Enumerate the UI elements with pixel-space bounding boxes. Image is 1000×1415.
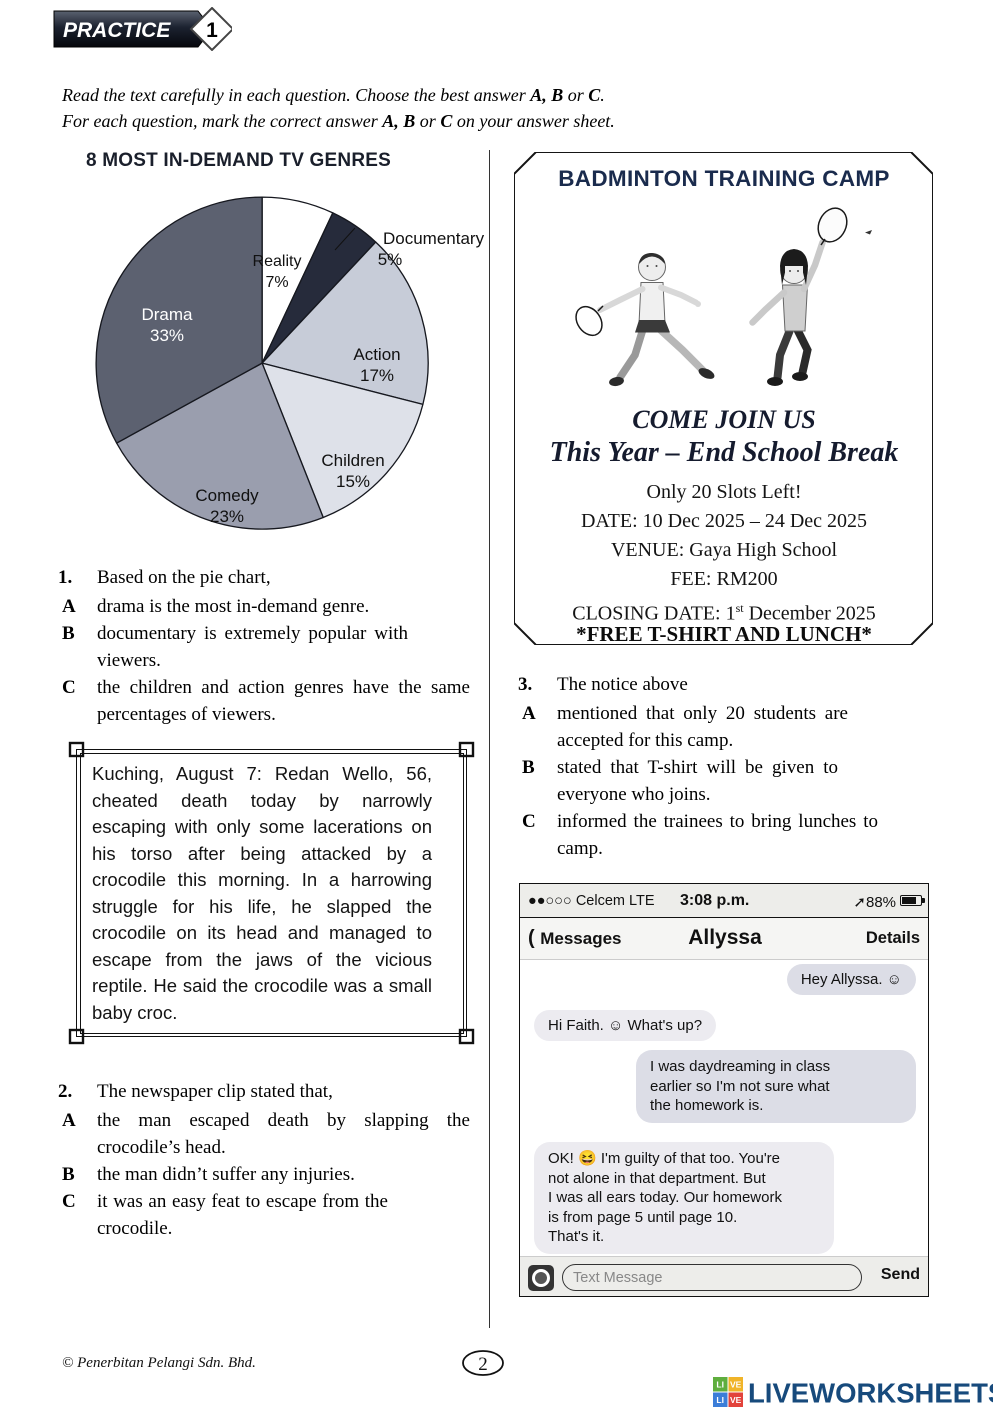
svg-text:23%: 23% [210,507,244,526]
svg-text:LIVEWORKSHEETS: LIVEWORKSHEETS [748,1378,993,1409]
svg-text:33%: 33% [150,326,184,345]
svg-text:LI: LI [716,1380,724,1390]
svg-text:Children: Children [321,451,384,470]
svg-text:7%: 7% [265,274,288,291]
svg-text:VE: VE [730,1380,742,1390]
svg-text:15%: 15% [336,472,370,491]
svg-text:VE: VE [730,1395,742,1405]
svg-text:Drama: Drama [141,305,193,324]
svg-text:2: 2 [478,1354,488,1375]
svg-text:Reality: Reality [253,253,302,270]
svg-text:1: 1 [206,19,218,42]
svg-text:17%: 17% [360,366,394,385]
svg-text:Comedy: Comedy [195,486,259,505]
svg-text:5%: 5% [378,250,403,269]
svg-text:PRACTICE: PRACTICE [63,19,171,42]
svg-text:LI: LI [716,1395,724,1405]
svg-text:Action: Action [353,345,400,364]
svg-text:Documentary: Documentary [383,229,485,248]
